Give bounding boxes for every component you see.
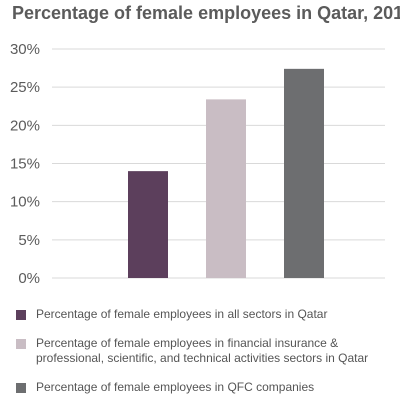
bar-1 [128,171,168,278]
y-tick-label: 5% [18,232,40,249]
y-tick-label: 25% [10,79,40,96]
y-tick-label: 10% [10,194,40,211]
y-tick-label: 0% [18,270,40,287]
legend-swatch-all-sectors [16,310,26,320]
bar-2 [206,99,246,278]
chart-title: Percentage of female employees in Qatar,… [12,3,400,23]
y-axis-ticks: 0% 5% 10% 15% 20% 25% 30% [10,41,40,287]
legend: Percentage of female employees in all se… [14,307,394,400]
y-tick-label: 20% [10,117,40,134]
bar-chart: 0% 5% 10% 15% 20% 25% 30% [10,41,385,287]
legend-swatch-qfc-companies [16,383,26,393]
legend-label-qfc-companies: Percentage of female employees in QFC co… [36,380,315,394]
legend-swatch-financial-professional [16,339,26,349]
y-tick-label: 15% [10,156,40,173]
legend-item-financial-professional: Percentage of female employees in financ… [14,336,394,366]
bars [128,68,324,278]
legend-label-financial-professional-line1: Percentage of female employees in financ… [36,336,339,350]
legend-label-financial-professional-line2: professional, scientific, and technical … [36,351,369,365]
legend-item-all-sectors: Percentage of female employees in all se… [14,307,394,322]
legend-label-all-sectors: Percentage of female employees in all se… [36,307,328,321]
legend-item-qfc-companies: Percentage of female employees in QFC co… [14,380,394,395]
bar-3 [284,68,324,278]
y-tick-label: 30% [10,41,40,58]
